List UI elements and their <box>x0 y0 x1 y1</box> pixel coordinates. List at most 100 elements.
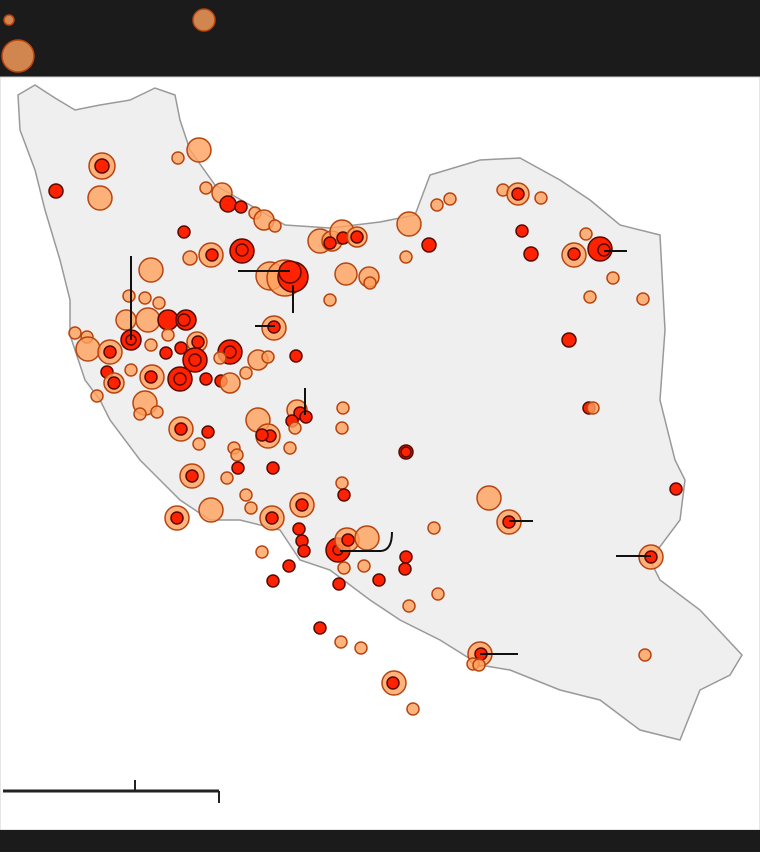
event-marker <box>144 338 158 352</box>
legend-circle-large <box>1 39 35 73</box>
event-marker <box>335 476 349 490</box>
event-marker <box>144 370 158 384</box>
event-marker <box>289 349 303 363</box>
event-marker <box>177 313 191 327</box>
event-marker <box>219 372 241 394</box>
event-marker <box>244 501 258 515</box>
event-marker <box>223 345 237 359</box>
event-marker <box>201 425 215 439</box>
event-marker <box>107 376 121 390</box>
event-marker <box>231 461 245 475</box>
event-marker <box>135 307 161 333</box>
event-marker <box>199 181 213 195</box>
event-marker <box>235 243 249 257</box>
event-marker <box>230 448 244 462</box>
event-marker <box>313 621 327 635</box>
event-marker <box>157 309 179 331</box>
event-marker <box>288 421 302 435</box>
event-marker <box>122 289 136 303</box>
event-marker <box>399 550 413 564</box>
event-marker <box>354 641 368 655</box>
event-marker <box>133 407 147 421</box>
event-marker <box>199 372 213 386</box>
event-marker <box>75 336 101 362</box>
callouts <box>130 250 651 655</box>
event-marker <box>638 648 652 662</box>
event-marker <box>334 262 358 286</box>
event-marker <box>283 441 297 455</box>
event-marker <box>138 291 152 305</box>
event-marker <box>398 562 412 576</box>
event-marker <box>579 227 593 241</box>
event-marker <box>586 401 600 415</box>
event-marker <box>297 544 311 558</box>
event-marker <box>182 250 198 266</box>
event-marker <box>337 561 351 575</box>
event-marker <box>192 437 206 451</box>
event-marker <box>396 211 422 237</box>
event-marker <box>583 290 597 304</box>
event-marker <box>336 401 350 415</box>
event-marker <box>198 497 224 523</box>
event-marker <box>386 676 400 690</box>
event-marker <box>561 332 577 348</box>
event-marker <box>115 309 137 331</box>
event-marker <box>567 247 581 261</box>
event-marker <box>335 421 349 435</box>
event-marker <box>234 200 248 214</box>
event-marker <box>354 525 380 551</box>
event-marker <box>90 389 104 403</box>
event-marker <box>150 405 164 419</box>
event-marker <box>332 577 346 591</box>
event-marker <box>94 158 110 174</box>
event-marker <box>372 573 386 587</box>
event-marker <box>341 533 355 547</box>
event-marker <box>174 422 188 436</box>
event-marker <box>402 599 416 613</box>
event-marker <box>239 366 253 380</box>
event-marker <box>430 198 444 212</box>
event-marker <box>282 559 296 573</box>
event-marker <box>255 545 269 559</box>
event-marker <box>421 237 437 253</box>
event-marker <box>350 230 364 244</box>
event-marker <box>152 296 166 310</box>
event-marker <box>323 293 337 307</box>
event-marker <box>534 191 548 205</box>
event-marker <box>239 488 253 502</box>
event-marker <box>511 187 525 201</box>
event-marker <box>337 488 351 502</box>
event-marker <box>103 345 117 359</box>
event-marker <box>323 236 337 250</box>
event-marker <box>515 224 529 238</box>
event-marker <box>220 471 234 485</box>
header-bar <box>0 0 760 77</box>
event-marker <box>219 195 237 213</box>
event-marker <box>669 482 683 496</box>
event-marker <box>124 363 138 377</box>
event-marker <box>606 271 620 285</box>
event-marker <box>205 248 219 262</box>
event-marker <box>159 346 173 360</box>
event-marker <box>472 658 486 672</box>
legend-circle-medium <box>192 8 216 32</box>
callout-line <box>340 531 393 552</box>
event-marker <box>170 511 184 525</box>
event-marker <box>173 372 187 386</box>
footer-bar <box>0 830 760 852</box>
event-marker <box>186 137 212 163</box>
event-marker <box>292 522 306 536</box>
event-marker <box>185 469 199 483</box>
scale-bar <box>3 780 220 803</box>
event-marker <box>171 151 185 165</box>
event-marker <box>87 185 113 211</box>
event-marker <box>431 587 445 601</box>
event-marker <box>443 192 457 206</box>
event-marker <box>523 246 539 262</box>
event-marker <box>400 446 412 458</box>
event-marker <box>363 276 377 290</box>
event-marker <box>174 341 188 355</box>
event-marker <box>161 328 175 342</box>
